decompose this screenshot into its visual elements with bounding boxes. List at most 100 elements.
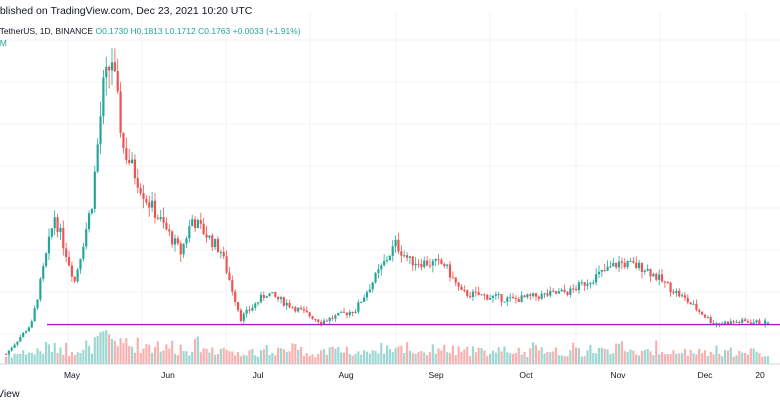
candle-body [257,302,260,304]
volume-bar [388,348,391,364]
candle-body [151,200,154,208]
candle-body [494,294,497,296]
candle-body [758,320,761,325]
candle-body [477,292,480,296]
candle-body [254,303,257,308]
candle-body [537,296,540,299]
volume-bar [534,344,538,364]
candle-body [279,297,283,300]
volume-bar [50,352,53,364]
candle-body [145,198,148,203]
volume-bar [557,355,560,364]
volume-bar [529,348,532,364]
volume-bar [214,354,217,364]
volume-bar [692,353,695,364]
volume-bar [686,355,689,364]
candle-body [431,260,434,266]
candle-body [67,257,71,266]
candle-body [322,320,326,324]
x-tick-label: Nov [610,370,626,380]
volume-bar [420,350,423,364]
candle-body [454,277,457,283]
candle-body [211,235,214,247]
volume-bar [500,351,503,364]
volume-bar [59,347,62,364]
candle-body [695,303,698,310]
volume-bar [108,334,111,364]
volume-bar [394,348,397,364]
candle-body [291,307,294,309]
candle-body [371,282,374,290]
candle-body [82,246,85,259]
candle-body [486,294,489,300]
volume-bar [638,355,641,364]
candle-body [285,302,288,306]
candle-body [597,271,601,275]
volume-bar [30,352,33,364]
candle-body [368,289,371,293]
grid-layer [0,12,780,364]
candle-body [434,259,437,261]
candle-body [208,235,211,238]
candle-body [712,322,715,325]
volume-bar [257,356,260,364]
candle-body [735,321,738,323]
volume-bar [133,352,136,364]
candle-body [42,266,45,279]
candle-body [202,223,205,235]
volume-bar [93,337,96,364]
candle-body [362,297,366,302]
candle-body [660,274,664,282]
candle-body [680,295,684,297]
volume-bar [597,347,601,364]
volume-bar [537,350,540,364]
volume-layer [4,330,770,364]
volume-bar [574,347,578,364]
candle-body [560,289,563,292]
volume-bar [211,347,214,364]
volume-bar [125,338,128,364]
volume-bar [193,338,197,364]
volume-bar [116,346,119,364]
candle-body [185,238,188,244]
candle-body [156,217,159,219]
candle-body [162,217,165,223]
volume-bar [222,347,225,364]
volume-bar [640,350,644,364]
candle-body [308,312,311,317]
x-tick-label: 20 [755,370,765,380]
volume-bar [572,342,575,364]
candle-body [317,319,320,323]
volume-bar [617,343,621,364]
volume-bar [606,349,609,364]
volume-bar [248,350,251,364]
volume-bar [417,351,420,364]
x-tick-label: Dec [697,370,713,380]
candle-body [99,116,102,145]
candle-body [122,132,125,148]
volume-bar [90,353,94,364]
volume-bar [24,354,28,364]
candle-body [365,292,369,298]
candle-body [569,288,572,295]
candle-body [205,234,208,238]
volume-bar [446,352,449,364]
candle-body [271,292,274,294]
volume-bar [294,344,297,364]
candle-body [70,265,73,277]
candle-body [586,283,589,286]
volume-bar [151,352,154,364]
volume-bar [658,354,661,364]
volume-bar [675,353,678,364]
volume-bar [27,352,31,364]
volume-bar [334,348,337,364]
candle-body [540,293,543,299]
volume-bar [426,355,429,364]
volume-bar [168,348,171,364]
symbol-ohlc-line: / TetherUS, 1D, BINANCE O0.1730 H0.1813 … [0,26,301,36]
volume-bar [592,353,595,364]
volume-bar [351,355,354,364]
volume-bar [53,342,56,364]
candle-body [148,202,151,208]
